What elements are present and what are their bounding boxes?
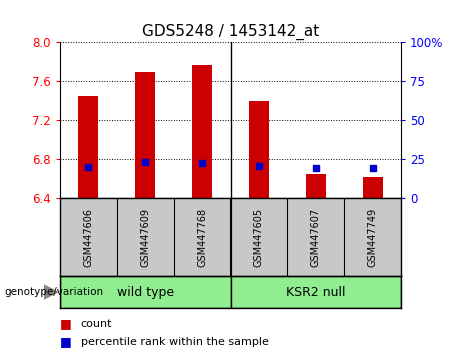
Text: GSM447749: GSM447749 [367,207,378,267]
Bar [249,101,269,198]
Polygon shape [44,285,58,299]
Text: GSM447605: GSM447605 [254,207,264,267]
Text: genotype/variation: genotype/variation [5,287,104,297]
Bar [230,276,401,308]
Text: ■: ■ [60,335,71,348]
Text: ■: ■ [60,318,71,330]
Bar [192,65,212,198]
Bar [306,174,326,198]
Text: GSM447607: GSM447607 [311,207,321,267]
Text: KSR2 null: KSR2 null [286,286,346,298]
Bar [78,96,98,198]
Text: wild type: wild type [117,286,174,298]
Text: GSM447609: GSM447609 [140,208,150,267]
Text: percentile rank within the sample: percentile rank within the sample [81,337,269,347]
Text: GSM447768: GSM447768 [197,207,207,267]
Bar [60,276,230,308]
Bar [135,72,155,198]
Title: GDS5248 / 1453142_at: GDS5248 / 1453142_at [142,23,319,40]
Bar [363,177,383,198]
Text: count: count [81,319,112,329]
Text: GSM447606: GSM447606 [83,208,94,267]
